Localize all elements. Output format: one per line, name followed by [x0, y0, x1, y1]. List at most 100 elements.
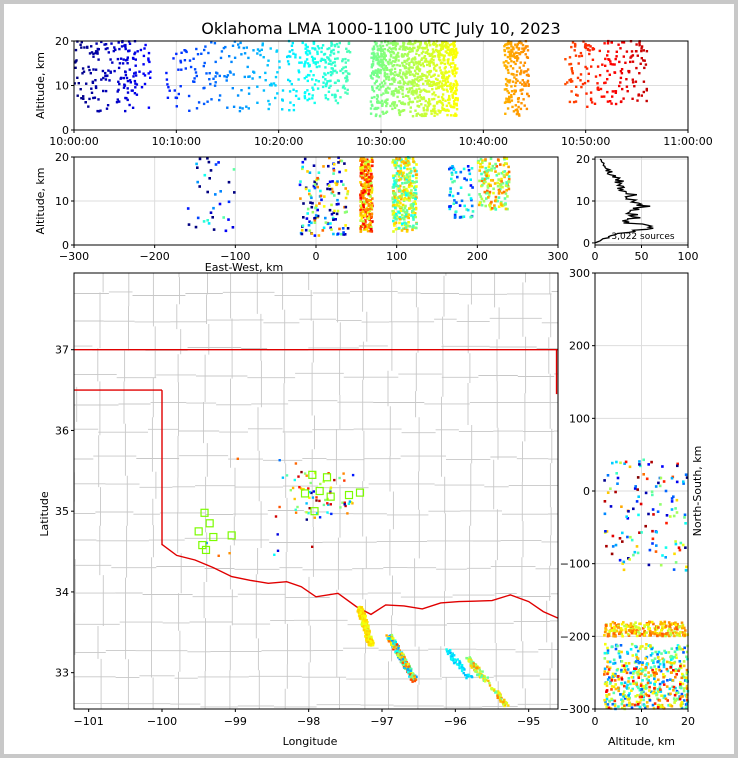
source-point — [399, 652, 403, 655]
source-point — [405, 213, 408, 216]
source-point — [304, 60, 307, 63]
source-point — [505, 157, 509, 160]
source-point — [338, 476, 341, 480]
source-point — [120, 76, 123, 80]
source-point — [490, 687, 494, 691]
source-point — [392, 50, 395, 54]
source-point — [403, 176, 407, 180]
source-point — [458, 659, 461, 663]
source-point — [674, 507, 677, 510]
source-point — [376, 85, 380, 88]
source-point — [494, 691, 497, 694]
source-point — [681, 672, 684, 676]
source-point — [192, 57, 195, 60]
source-point — [480, 197, 484, 201]
source-point — [606, 703, 610, 706]
source-point — [633, 629, 636, 633]
source-point — [409, 110, 412, 113]
source-point — [651, 537, 655, 541]
source-point — [452, 50, 455, 53]
source-point — [386, 68, 389, 71]
source-point — [515, 108, 519, 111]
lma-station-marker — [205, 519, 214, 528]
source-point — [447, 101, 450, 105]
source-point — [589, 45, 592, 48]
source-point — [614, 683, 617, 686]
source-point — [407, 221, 410, 224]
source-point — [683, 646, 686, 650]
source-point — [378, 48, 381, 51]
source-point — [207, 222, 211, 225]
source-point — [659, 690, 663, 693]
source-point — [351, 502, 354, 505]
source-point — [406, 42, 410, 45]
source-point — [519, 89, 522, 92]
source-point — [670, 476, 674, 480]
source-point — [310, 205, 314, 209]
source-point — [620, 628, 624, 632]
source-point — [450, 88, 454, 92]
source-point — [505, 182, 508, 186]
source-point — [373, 52, 376, 56]
source-point — [421, 97, 424, 101]
source-point — [374, 55, 378, 58]
source-point — [302, 216, 305, 219]
source-point — [635, 66, 638, 70]
source-point — [306, 62, 310, 65]
source-point — [520, 102, 523, 105]
source-point — [655, 632, 658, 635]
source-point — [219, 190, 222, 193]
source-point — [206, 190, 209, 194]
source-point — [424, 79, 427, 83]
source-point — [633, 550, 637, 554]
source-point — [645, 50, 649, 53]
source-point — [504, 192, 508, 195]
source-point — [625, 703, 629, 707]
source-point — [324, 94, 327, 97]
source-point — [442, 88, 445, 91]
source-point — [488, 203, 491, 207]
source-point — [645, 631, 648, 634]
source-point — [232, 105, 236, 108]
source-point — [362, 157, 366, 161]
source-point — [665, 514, 669, 517]
source-point — [404, 94, 408, 97]
source-point — [681, 631, 684, 634]
source-point — [441, 75, 444, 79]
source-point — [306, 207, 310, 211]
source-point — [394, 88, 398, 91]
source-point — [401, 86, 405, 89]
source-point — [398, 110, 402, 114]
source-point — [514, 62, 517, 66]
source-point — [575, 93, 578, 96]
lma-station-marker — [194, 527, 203, 536]
source-point — [637, 94, 640, 97]
source-point — [274, 75, 278, 79]
source-point — [633, 85, 636, 88]
x-tick-label: 0 — [592, 715, 599, 728]
source-point — [673, 630, 676, 633]
source-point — [655, 544, 658, 547]
source-point — [642, 684, 645, 688]
source-point — [585, 67, 589, 70]
source-point — [312, 88, 315, 91]
source-point — [672, 514, 676, 518]
source-point — [452, 41, 455, 45]
source-point — [621, 540, 624, 543]
source-point — [380, 52, 383, 56]
source-point — [394, 44, 398, 47]
source-point — [447, 96, 451, 100]
source-point — [420, 58, 423, 62]
source-point — [308, 507, 311, 510]
source-point — [413, 200, 417, 203]
source-point — [640, 672, 643, 676]
source-point — [388, 58, 392, 61]
source-point — [452, 43, 456, 46]
source-point — [329, 54, 332, 57]
source-point — [380, 81, 384, 84]
source-point — [639, 684, 643, 687]
source-point — [651, 668, 654, 672]
source-point — [363, 190, 367, 193]
source-point — [653, 665, 656, 668]
source-point — [469, 184, 473, 187]
